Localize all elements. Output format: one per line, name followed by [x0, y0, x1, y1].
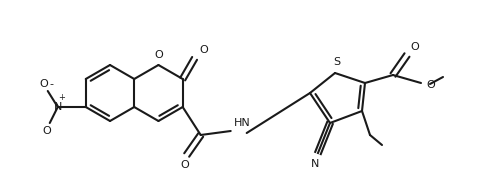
Text: O: O: [410, 42, 419, 52]
Text: O: O: [426, 80, 435, 90]
Text: -: -: [50, 79, 54, 89]
Text: O: O: [42, 126, 51, 136]
Text: O: O: [154, 50, 163, 60]
Text: O: O: [200, 45, 209, 55]
Text: HN: HN: [234, 118, 250, 128]
Text: +: +: [58, 93, 65, 102]
Text: N: N: [311, 159, 319, 169]
Text: O: O: [39, 79, 48, 89]
Text: N: N: [54, 102, 62, 112]
Text: O: O: [180, 160, 189, 170]
Text: S: S: [333, 57, 341, 67]
